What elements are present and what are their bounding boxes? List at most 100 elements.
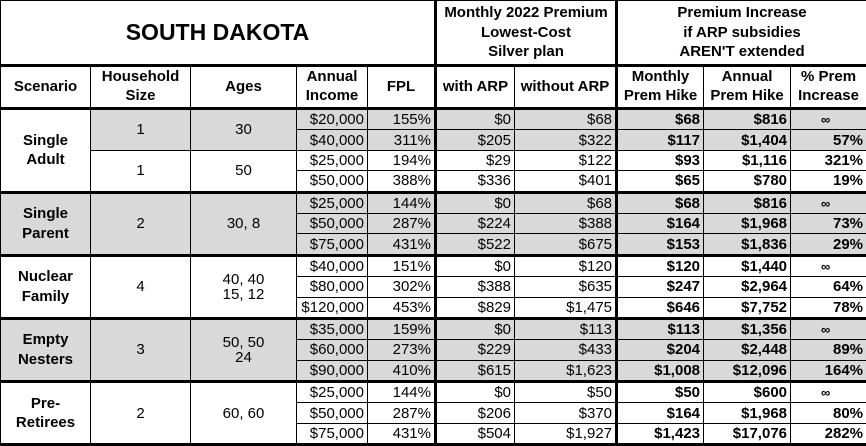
cell-fpl: 287% <box>368 213 436 233</box>
cell-fpl: 151% <box>368 255 436 276</box>
column-header-ages: Ages <box>191 66 297 109</box>
cell-without-arp: $401 <box>515 171 617 192</box>
cell-line: Income <box>306 87 359 104</box>
cell-line: Parent <box>22 225 69 242</box>
cell-line: Pre- <box>31 395 60 412</box>
cell-with-arp: $522 <box>436 234 515 255</box>
cell-with-arp: $0 <box>436 192 515 213</box>
column-header-pct-prem-increase: % Prem Increase <box>791 66 866 109</box>
cell-annual-prem-hike: $1,968 <box>704 213 791 233</box>
cell-pct-prem-increase: 29% <box>791 234 866 255</box>
header-increase-group: Premium Increase if ARP subsidies AREN'T… <box>617 1 866 66</box>
cell-without-arp: $68 <box>515 192 617 213</box>
cell-line: Nesters <box>18 351 73 368</box>
header-line: Silver plan <box>488 43 564 60</box>
cell-pct-prem-increase: 78% <box>791 297 866 318</box>
cell-monthly-prem-hike: $93 <box>617 150 704 170</box>
cell-monthly-prem-hike: $164 <box>617 403 704 423</box>
cell-without-arp: $675 <box>515 234 617 255</box>
cell-without-arp: $635 <box>515 277 617 297</box>
cell-monthly-prem-hike: $164 <box>617 213 704 233</box>
cell-with-arp: $206 <box>436 403 515 423</box>
cell-monthly-prem-hike: $65 <box>617 171 704 192</box>
household-size-cell: 2 <box>91 192 191 255</box>
cell-monthly-prem-hike: $68 <box>617 109 704 130</box>
column-header-fpl: FPL <box>368 66 436 109</box>
cell-line: without ARP <box>521 78 610 95</box>
cell-annual-income: $20,000 <box>297 109 368 130</box>
cell-fpl: 155% <box>368 109 436 130</box>
cell-line: Single <box>23 132 68 149</box>
cell-annual-income: $120,000 <box>297 297 368 318</box>
cell-with-arp: $615 <box>436 360 515 381</box>
cell-annual-prem-hike: $2,448 <box>704 340 791 360</box>
cell-fpl: 410% <box>368 360 436 381</box>
cell-line: Annual <box>307 68 358 85</box>
cell-line: Household <box>102 68 180 85</box>
cell-annual-income: $25,000 <box>297 382 368 403</box>
column-header-with-arp: with ARP <box>436 66 515 109</box>
cell-pct-prem-increase: 64% <box>791 277 866 297</box>
cell-fpl: 453% <box>368 297 436 318</box>
header-line: if ARP subsidies <box>683 24 801 41</box>
cell-annual-prem-hike: $12,096 <box>704 360 791 381</box>
ages-cell: 30 <box>191 109 297 151</box>
cell-annual-income: $90,000 <box>297 360 368 381</box>
cell-annual-prem-hike: $7,752 <box>704 297 791 318</box>
cell-annual-prem-hike: $17,076 <box>704 423 791 444</box>
cell-monthly-prem-hike: $646 <box>617 297 704 318</box>
column-header-without-arp: without ARP <box>515 66 617 109</box>
cell-fpl: 311% <box>368 130 436 150</box>
cell-fpl: 302% <box>368 277 436 297</box>
cell-line: 60, 60 <box>223 405 265 422</box>
cell-fpl: 431% <box>368 423 436 444</box>
cell-monthly-prem-hike: $247 <box>617 277 704 297</box>
ages-cell: 60, 60 <box>191 382 297 445</box>
cell-without-arp: $1,623 <box>515 360 617 381</box>
cell-pct-prem-increase: ∞ <box>791 255 866 276</box>
cell-monthly-prem-hike: $153 <box>617 234 704 255</box>
cell-pct-prem-increase: 57% <box>791 130 866 150</box>
cell-monthly-prem-hike: $120 <box>617 255 704 276</box>
cell-monthly-prem-hike: $117 <box>617 130 704 150</box>
ages-cell: 30, 8 <box>191 192 297 255</box>
cell-fpl: 144% <box>368 192 436 213</box>
cell-without-arp: $370 <box>515 403 617 423</box>
cell-line: % Prem <box>801 68 856 85</box>
cell-without-arp: $433 <box>515 340 617 360</box>
cell-annual-income: $80,000 <box>297 277 368 297</box>
cell-annual-income: $35,000 <box>297 318 368 339</box>
cell-line: Single <box>23 205 68 222</box>
cell-fpl: 159% <box>368 318 436 339</box>
cell-annual-prem-hike: $1,404 <box>704 130 791 150</box>
cell-pct-prem-increase: ∞ <box>791 382 866 403</box>
cell-pct-prem-increase: 19% <box>791 171 866 192</box>
cell-pct-prem-increase: 282% <box>791 423 866 444</box>
cell-without-arp: $50 <box>515 382 617 403</box>
cell-without-arp: $388 <box>515 213 617 233</box>
cell-line: Increase <box>798 87 859 104</box>
cell-annual-income: $75,000 <box>297 234 368 255</box>
cell-pct-prem-increase: ∞ <box>791 109 866 130</box>
cell-without-arp: $1,927 <box>515 423 617 444</box>
cell-monthly-prem-hike: $1,008 <box>617 360 704 381</box>
cell-fpl: 431% <box>368 234 436 255</box>
header-line: Lowest-Cost <box>481 24 571 41</box>
cell-monthly-prem-hike: $50 <box>617 382 704 403</box>
cell-fpl: 388% <box>368 171 436 192</box>
cell-line: Prem Hike <box>710 87 783 104</box>
household-size-cell: 1 <box>91 150 191 192</box>
cell-without-arp: $68 <box>515 109 617 130</box>
